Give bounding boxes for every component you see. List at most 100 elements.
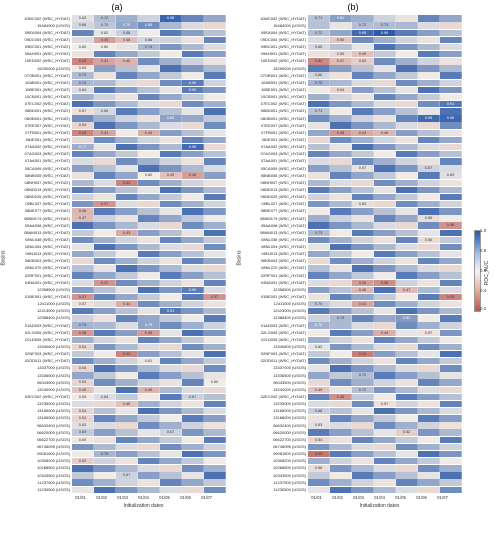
heatmap-cell: 0.67: [116, 472, 138, 478]
heatmap-cell: 0.48: [116, 37, 138, 43]
heatmap-cell: 0.63: [72, 422, 94, 428]
row-label: 07EC002 (WSC_HYDAT): [2, 102, 72, 106]
heatmap-cell: [182, 337, 204, 343]
heatmap-cell: 0.60: [94, 44, 116, 50]
heatmap-row: 09EA004 (WSC_HYDAT)0.720.950.99: [238, 29, 468, 36]
heatmap-cell: [440, 351, 462, 357]
row-label: 12413000 (USGS): [2, 309, 72, 313]
heatmap-cell: [308, 22, 330, 28]
x-tick: 01/02: [327, 495, 348, 500]
row-label: 04NA001 (WSC_HYDAT): [238, 281, 308, 285]
heatmap-cell: 0.49: [308, 387, 330, 393]
heatmap-cell: [116, 80, 138, 86]
heatmap-cell: 0.74: [138, 44, 160, 50]
heatmap-cell: 0.76: [308, 322, 330, 328]
heatmap-cell: 0.63: [440, 172, 462, 178]
row-cells: 0.720.73: [308, 22, 462, 29]
heatmap-cell: [182, 401, 204, 407]
heatmap-cell: [116, 130, 138, 136]
row-cells: 0.330.410.44: [72, 130, 226, 137]
heatmap-cell: [440, 22, 462, 28]
row-label: 13240000 (USGS): [2, 388, 72, 392]
heatmap-cell: [440, 44, 462, 50]
heatmap-cell: [352, 137, 374, 143]
heatmap-cell: [204, 194, 226, 200]
heatmap-cell: [116, 365, 138, 371]
heatmap-cell: [160, 72, 182, 78]
heatmap-cell: [138, 437, 160, 443]
heatmap-cell: [374, 465, 396, 471]
row-label: 09081600 (USGS): [2, 452, 72, 456]
heatmap-cell: [116, 429, 138, 435]
heatmap-cell: [396, 172, 418, 178]
row-cells: [72, 487, 226, 494]
heatmap-cell: [396, 37, 418, 43]
panel-b-xlabel: Initialization dates: [306, 503, 453, 509]
heatmap-cell: [160, 258, 182, 264]
heatmap-cell: [396, 437, 418, 443]
heatmap-cell: [204, 251, 226, 257]
row-cells: 0.550.49: [308, 51, 462, 58]
heatmap-cell: [308, 151, 330, 157]
row-cells: [308, 137, 462, 144]
heatmap-cell: 0.96: [160, 15, 182, 21]
heatmap-cell: [94, 165, 116, 171]
heatmap-cell: [440, 408, 462, 414]
heatmap-cell: [204, 365, 226, 371]
heatmap-cell: [374, 158, 396, 164]
heatmap-row: 05AA008 (WSC_HYDAT)0.36: [238, 222, 468, 229]
row-label: 08NE077 (WSC_HYDAT): [2, 209, 72, 213]
heatmap-cell: [160, 137, 182, 143]
heatmap-cell: [374, 337, 396, 343]
row-label: 08NL004 (WSC_HYDAT): [2, 245, 72, 249]
heatmap-cell: 0.73: [308, 230, 330, 236]
heatmap-cell: 0.56: [418, 237, 440, 243]
heatmap-cell: [116, 415, 138, 421]
heatmap-row: 08NL070 (WSC_HYDAT): [2, 265, 232, 272]
heatmap-cell: 0.46: [352, 287, 374, 293]
heatmap-cell: 0.69: [72, 429, 94, 435]
heatmap-cell: [204, 280, 226, 286]
heatmap-cell: [94, 194, 116, 200]
heatmap-cell: [440, 208, 462, 214]
heatmap-cell: 0.54: [72, 415, 94, 421]
heatmap-cell: [440, 37, 462, 43]
heatmap-cell: [374, 80, 396, 86]
heatmap-cell: [204, 372, 226, 378]
heatmap-cell: [72, 194, 94, 200]
heatmap-cell: [440, 365, 462, 371]
heatmap-cell: [374, 272, 396, 278]
row-label: 11230500 (USGS): [2, 488, 72, 492]
heatmap-cell: [352, 315, 374, 321]
heatmap-cell: [330, 101, 352, 107]
heatmap-cell: [182, 151, 204, 157]
heatmap-row: 11230500 (USGS): [238, 486, 468, 493]
heatmap-cell: [182, 22, 204, 28]
heatmap-cell: [204, 401, 226, 407]
heatmap-cell: [418, 144, 440, 150]
row-label: 10MC002 (WSC_HYDAT): [2, 17, 72, 21]
heatmap-cell: [374, 94, 396, 100]
heatmap-cell: [204, 72, 226, 78]
row-cells: 0.590.640.67: [72, 394, 226, 401]
heatmap-row: 07AA002 (WSC_HYDAT): [238, 144, 468, 151]
heatmap-cell: [352, 344, 374, 350]
heatmap-cell: [374, 65, 396, 71]
row-label: 02NF003 (WSC_HYDAT): [2, 352, 72, 356]
heatmap-cell: [116, 187, 138, 193]
heatmap-row: 08JE001 (WSC_HYDAT): [2, 136, 232, 143]
heatmap-cell: [330, 479, 352, 485]
heatmap-cell: [160, 151, 182, 157]
heatmap-cell: 0.37: [72, 294, 94, 300]
heatmap-cell: [396, 201, 418, 207]
row-label: 08KB003 (WSC_HYDAT): [2, 259, 72, 263]
heatmap-cell: [440, 151, 462, 157]
heatmap-cell: [182, 165, 204, 171]
heatmap-cell: [138, 244, 160, 250]
heatmap-cell: [94, 237, 116, 243]
row-label: 06620000 (USGS): [2, 431, 72, 435]
heatmap-cell: 0.46: [374, 130, 396, 136]
heatmap-row: 07EE007 (WSC_HYDAT): [238, 122, 468, 129]
row-label: 02RF001 (WSC_HYDAT): [2, 274, 72, 278]
heatmap-cell: [330, 180, 352, 186]
